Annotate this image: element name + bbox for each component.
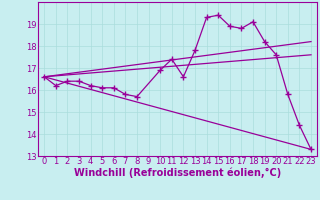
X-axis label: Windchill (Refroidissement éolien,°C): Windchill (Refroidissement éolien,°C) <box>74 168 281 178</box>
